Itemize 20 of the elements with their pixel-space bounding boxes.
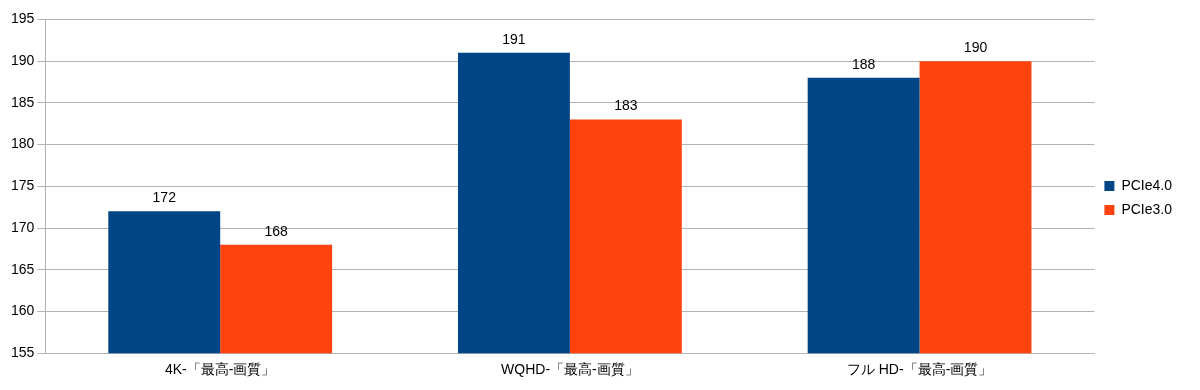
y-tick-label: 160 [11,302,35,319]
x-tick-label: WQHD-「最高-画質」 [501,361,639,378]
legend-label: PCIe3.0 [1121,200,1173,217]
data-label: 190 [963,38,988,55]
data-label: 183 [614,97,638,114]
y-tick-label: 195 [11,10,35,27]
y-tick-label: 190 [11,51,35,68]
legend-label: PCIe4.0 [1121,176,1173,193]
x-tick-label: フル HD-「最高-画質」 [846,361,993,378]
y-tick-label: 165 [11,260,35,277]
y-tick-label: 155 [11,344,35,361]
y-tick-label: 170 [11,218,35,235]
data-label: 188 [851,55,876,72]
data-label: 172 [152,189,177,206]
data-label: 168 [264,222,289,239]
y-tick-label: 185 [11,93,35,110]
y-tick-label: 180 [11,135,35,152]
data-label: 191 [502,30,526,47]
x-tick-label: 4K-「最高-画質」 [164,361,276,378]
y-tick-label: 175 [11,177,35,194]
